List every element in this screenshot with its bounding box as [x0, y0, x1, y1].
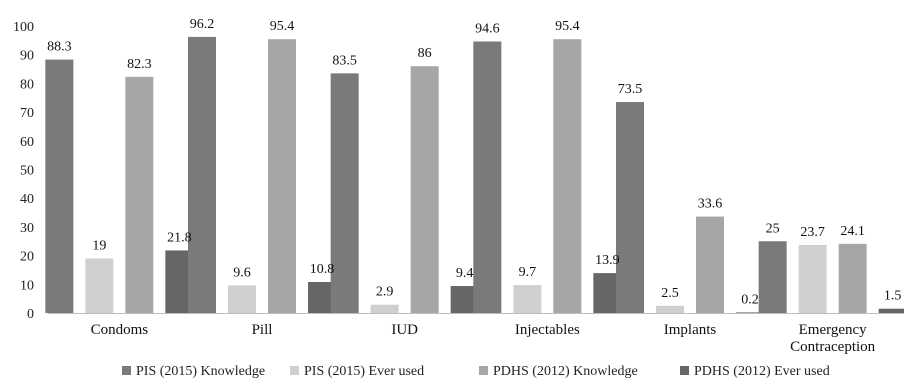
- y-tick-label: 80: [20, 77, 34, 92]
- legend-swatch: [290, 366, 299, 375]
- category-label: Pill: [252, 322, 273, 338]
- category-label: Condoms: [91, 322, 149, 338]
- y-tick-label: 90: [20, 49, 34, 64]
- category-label: Emergency Contraception: [790, 322, 875, 355]
- y-tick-label: 0: [27, 307, 34, 322]
- legend-label: PIS (2015) Ever used: [304, 364, 424, 379]
- bar: [370, 304, 399, 313]
- data-label: 25: [766, 221, 780, 236]
- bar: [838, 243, 867, 313]
- category-label: IUD: [391, 322, 418, 338]
- bar: [616, 102, 644, 314]
- y-tick-label: 70: [20, 106, 34, 121]
- data-label: 86: [418, 46, 432, 61]
- data-label: 24.1: [840, 224, 865, 239]
- data-label: 0.2: [741, 292, 759, 307]
- legend-label: PDHS (2012) Ever used: [694, 364, 830, 379]
- data-label: 9.7: [519, 265, 537, 280]
- data-label: 13.9: [595, 253, 620, 268]
- data-label: 10.8: [310, 262, 335, 277]
- data-label: 88.3: [47, 40, 72, 55]
- category-label: Injectables: [515, 322, 580, 338]
- legend: PIS (2015) Knowledge PIS (2015) Ever used…: [122, 364, 830, 379]
- y-tick-label: 60: [20, 135, 34, 150]
- bar: [188, 36, 216, 313]
- data-labels: 88.3 19 82.3 21.8 96.2 9.6 95.4 10.8 83.5 2.9 86 9.…: [47, 17, 901, 308]
- bar: [473, 41, 502, 314]
- bar: [228, 285, 256, 313]
- bar: [878, 308, 904, 313]
- bar: [85, 258, 114, 313]
- data-label: 82.3: [127, 57, 152, 72]
- y-tick-label: 100: [13, 20, 34, 35]
- data-label: 73.5: [618, 82, 643, 97]
- bar: [656, 305, 684, 313]
- y-tick-label: 10: [20, 278, 34, 293]
- bar: [125, 76, 154, 313]
- bar: [513, 285, 542, 313]
- bar: [330, 73, 359, 313]
- legend-swatch: [122, 366, 131, 375]
- x-axis: Condoms Pill IUD Injectables Implants Emergen…: [48, 313, 904, 355]
- data-label: 83.5: [332, 53, 357, 68]
- bars: [45, 36, 904, 314]
- y-tick-label: 50: [20, 164, 34, 179]
- legend-label: PIS (2015) Knowledge: [136, 364, 265, 379]
- data-label: 96.2: [190, 17, 215, 32]
- data-label: 94.6: [475, 21, 500, 36]
- bar: [696, 216, 724, 313]
- data-label: 2.9: [376, 285, 394, 300]
- data-label: 19: [92, 238, 106, 253]
- bar: [736, 312, 764, 314]
- data-label: 1.5: [884, 289, 902, 304]
- data-label: 23.7: [800, 225, 825, 240]
- bar: [758, 241, 787, 313]
- legend-swatch: [479, 366, 488, 375]
- y-axis: 0 10 20 30 40 50 60 70 80 90 100: [13, 20, 34, 322]
- category-label: Implants: [664, 322, 717, 338]
- bar: [268, 39, 296, 314]
- data-label: 21.8: [167, 230, 192, 245]
- bar: [798, 244, 827, 313]
- legend-label: PDHS (2012) Knowledge: [493, 364, 638, 379]
- data-label: 33.6: [698, 197, 723, 212]
- data-label: 95.4: [270, 19, 295, 34]
- data-label: 2.5: [661, 286, 679, 301]
- data-label: 95.4: [555, 19, 580, 34]
- y-tick-label: 20: [20, 250, 34, 265]
- data-label: 9.4: [456, 266, 474, 281]
- bar: [553, 39, 582, 314]
- legend-swatch: [680, 366, 689, 375]
- bar: [45, 59, 74, 314]
- data-label: 9.6: [233, 265, 251, 280]
- bar: [410, 66, 439, 314]
- y-tick-label: 40: [20, 192, 34, 207]
- y-tick-label: 30: [20, 221, 34, 236]
